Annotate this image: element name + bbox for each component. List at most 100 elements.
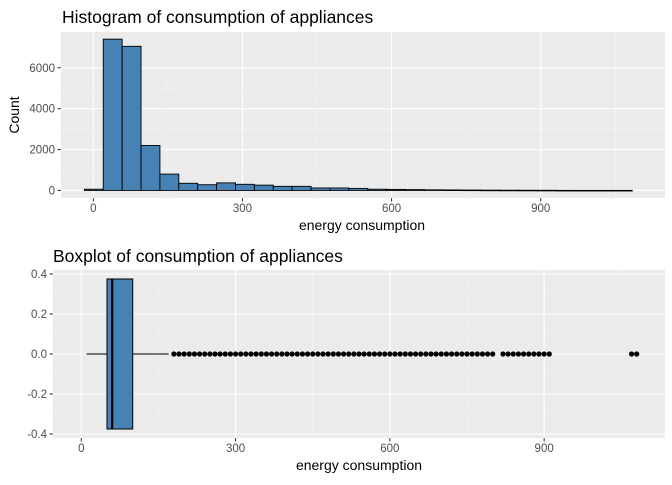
boxplot-outlier-point (186, 351, 192, 357)
boxplot-outlier-point (346, 351, 352, 357)
histogram-bar (178, 182, 199, 191)
boxplot-outlier-point (238, 351, 244, 357)
histogram-panel (61, 32, 665, 198)
histogram-x-axis-title: energy consumption (299, 217, 425, 233)
histogram-bar (235, 183, 255, 191)
histogram-bar (612, 189, 633, 192)
boxplot-title: Boxplot of consumption of appliances (53, 246, 343, 266)
boxplot-outlier-point (459, 351, 465, 357)
boxplot-outlier-point (299, 351, 306, 357)
boxplot-outlier-point (376, 351, 383, 357)
boxplot-outlier-point (500, 351, 506, 357)
boxplot-outlier-point (407, 351, 414, 357)
histogram-bar (442, 189, 463, 191)
boxplot-outlier-point (274, 351, 280, 357)
boxplot-outlier-point (628, 351, 635, 357)
boxplot-outlier-point (310, 351, 316, 357)
boxplot-outlier-point (356, 351, 362, 357)
boxplot-outlier-point (443, 351, 450, 357)
boxplot-outlier-point (433, 351, 439, 357)
boxplot-outlier-point (325, 351, 331, 357)
y-tick-label: 2000 (29, 145, 55, 157)
histogram-bar (405, 189, 425, 191)
boxplot-outlier-point (423, 351, 429, 357)
boxplot-outlier-point (253, 351, 259, 357)
y-tick-label: 0 (49, 185, 55, 197)
x-tick-label: 300 (233, 203, 252, 215)
histogram-bar (216, 182, 236, 191)
boxplot-outlier-point (515, 351, 522, 357)
histogram-bar (518, 189, 539, 192)
boxplot-x-axis-title: energy consumption (296, 457, 422, 473)
boxplot-outlier-point (315, 351, 321, 357)
histogram-svg: Histogram of consumption of appliances 0… (6, 7, 665, 233)
histogram-bar (140, 145, 161, 191)
boxplot-box (106, 278, 134, 430)
y-tick-label: 0.2 (31, 309, 47, 321)
boxplot-outlier-point (289, 351, 295, 357)
boxplot-outlier-point (248, 351, 254, 357)
histogram-bar (556, 189, 576, 192)
histogram-bar (423, 189, 444, 191)
boxplot-gridlines (53, 270, 665, 438)
boxplot-outlier-point (258, 351, 264, 357)
boxplot-body (86, 278, 169, 430)
boxplot-outlier-point (490, 351, 496, 357)
boxplot-y-ticks: -0.4 -0.2 0.0 0.2 0.4 (27, 269, 53, 441)
boxplot-outlier-point (284, 351, 290, 357)
boxplot-outlier-point (212, 351, 218, 357)
boxplot-outlier-point (428, 351, 434, 357)
boxplot-outlier-point (510, 351, 516, 357)
histogram-bar (159, 173, 180, 191)
boxplot-outlier-point (541, 351, 547, 357)
histogram-title: Histogram of consumption of appliances (62, 7, 374, 27)
boxplot-outlier-point (207, 351, 213, 357)
histogram-bar (272, 185, 293, 191)
x-tick-label: 0 (90, 203, 96, 215)
x-tick-label: 300 (226, 443, 245, 455)
histogram-bar (367, 188, 388, 191)
histogram-y-axis-title: Count (6, 96, 22, 133)
boxplot-outlier-point (371, 351, 378, 357)
boxplot-outlier-point (196, 351, 203, 357)
y-tick-label: 6000 (29, 63, 55, 75)
histogram-bar (499, 189, 520, 192)
boxplot-outlier-point (412, 351, 419, 357)
boxplot-outlier-point (526, 351, 532, 357)
histogram-bar (386, 188, 406, 191)
histogram-bar (348, 187, 369, 191)
boxplot-outlier-point (335, 351, 342, 357)
histogram-x-ticks: 0 300 600 900 (90, 198, 550, 215)
y-tick-label: 0.4 (31, 269, 48, 281)
boxplot-outlier-point (176, 351, 182, 357)
boxplot-outlier-point (505, 351, 511, 357)
boxplot-outlier-point (479, 351, 486, 357)
y-tick-label: 4000 (29, 104, 55, 116)
y-tick-label: -0.2 (27, 389, 47, 401)
x-tick-label: 0 (78, 443, 84, 455)
boxplot-outlier-point (217, 351, 223, 357)
boxplot-outlier-point (397, 351, 403, 357)
boxplot-outlier-point (546, 351, 552, 357)
histogram-bar (121, 45, 142, 191)
boxplot-outlier-point (232, 351, 239, 357)
boxplot-outlier-point (268, 351, 275, 357)
boxplot-outlier-point (171, 351, 177, 357)
boxplot-outlier-point (263, 351, 270, 357)
histogram-y-ticks: 0 2000 4000 6000 (29, 63, 61, 197)
boxplot-outlier-point (382, 351, 388, 357)
boxplot-outlier-point (392, 351, 398, 357)
boxplot-outlier-point (366, 351, 372, 357)
histogram-bar (537, 189, 558, 192)
boxplot-outlier-point (531, 351, 537, 357)
x-tick-label: 600 (380, 443, 399, 455)
boxplot-outlier-point (340, 351, 347, 357)
boxplot-outlier-point (202, 351, 208, 357)
boxplot-outliers (171, 351, 640, 357)
histogram-bar (197, 184, 218, 191)
boxplot-outlier-point (474, 351, 480, 357)
boxplot-outlier-point (484, 351, 491, 357)
histogram-bar (253, 184, 274, 191)
boxplot-svg: Boxplot of consumption of appliances 0 30… (27, 246, 665, 473)
y-tick-label: 0.0 (31, 349, 47, 361)
